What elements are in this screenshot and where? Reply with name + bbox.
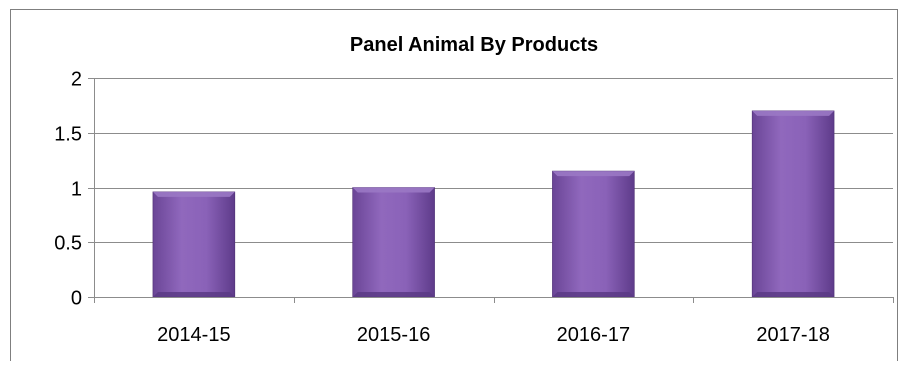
bar-top-bevel — [152, 191, 235, 197]
label-layer: 0 0.5 1 1.5 2 2014-15 2015-16 2016-17 2017-18 — [54, 69, 830, 347]
y-tick-label: 0 — [71, 288, 82, 310]
y-tick-label: 0.5 — [54, 233, 82, 255]
x-tick-label: 2015-16 — [357, 324, 430, 346]
axis-layer — [88, 78, 894, 303]
x-tick-label: 2014-15 — [157, 324, 230, 346]
chart-title: Panel Animal By Products — [350, 34, 598, 56]
y-tick-label: 2 — [71, 69, 82, 91]
bar-bottom-bevel — [152, 292, 235, 297]
bar — [552, 170, 635, 298]
chart-frame — [10, 9, 898, 361]
bar-top-bevel — [352, 187, 435, 193]
bar-body — [552, 170, 635, 298]
bar-bottom-bevel — [552, 292, 635, 297]
bar — [352, 187, 435, 298]
bar-bottom-bevel — [352, 292, 435, 297]
x-tick-label: 2016-17 — [557, 324, 630, 346]
bar-bottom-bevel — [752, 292, 835, 297]
bar-top-bevel — [552, 171, 635, 177]
bar-body — [152, 191, 236, 298]
bar-top-bevel — [752, 110, 835, 116]
bar-body — [352, 187, 435, 298]
bar-body — [751, 110, 835, 298]
y-tick-label: 1 — [71, 179, 82, 201]
bar — [152, 191, 236, 298]
bar-layer — [152, 110, 835, 298]
y-tick-label: 1.5 — [54, 124, 82, 146]
x-tick-label: 2017-18 — [756, 324, 829, 346]
bar — [751, 110, 835, 298]
